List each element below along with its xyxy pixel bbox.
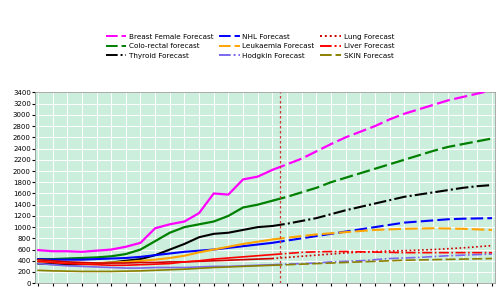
Legend: Breast Female Forecast, Colo-rectal forecast, Thyroid Forecast, NHL Forecast, Le: Breast Female Forecast, Colo-rectal fore… bbox=[106, 34, 394, 59]
